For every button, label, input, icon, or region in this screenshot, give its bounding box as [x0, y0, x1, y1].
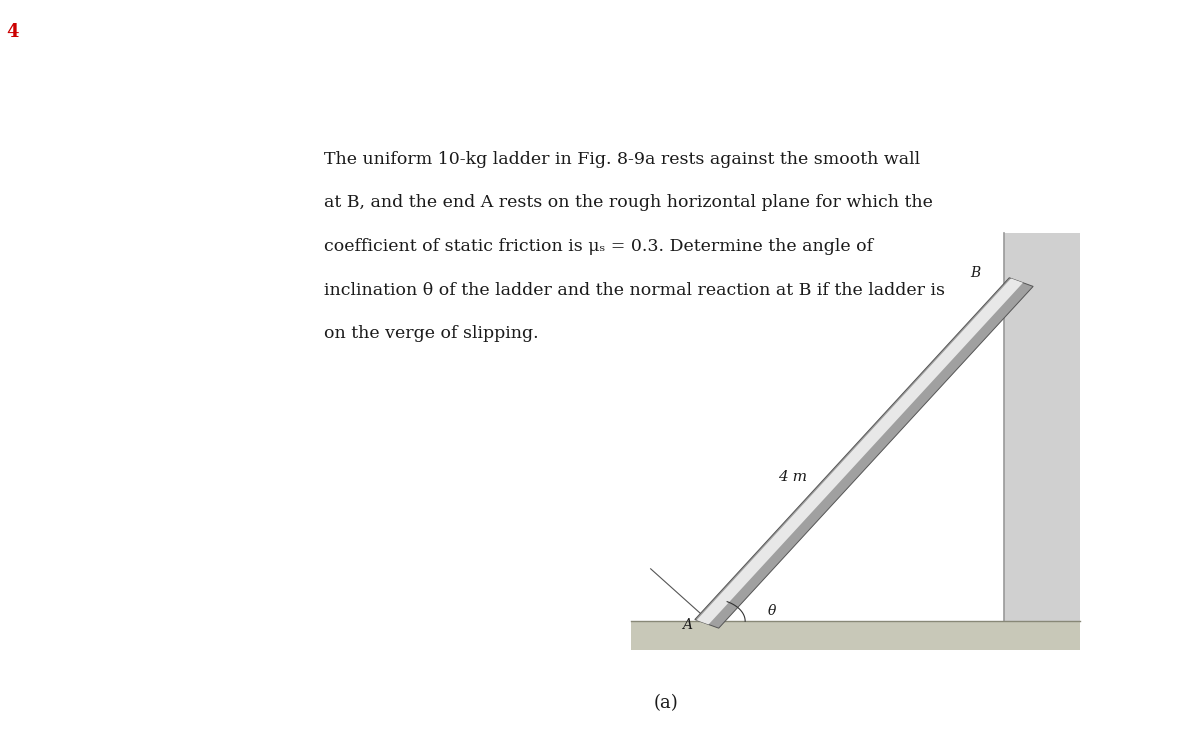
Text: coefficient of static friction is μₛ = 0.3. Determine the angle of: coefficient of static friction is μₛ = 0… [324, 238, 874, 255]
Text: θ: θ [768, 604, 776, 618]
Polygon shape [631, 621, 1080, 650]
Polygon shape [697, 279, 1022, 624]
Text: on the verge of slipping.: on the verge of slipping. [324, 325, 539, 343]
Text: at B, and the end A rests on the rough horizontal plane for which the: at B, and the end A rests on the rough h… [324, 194, 932, 212]
Text: inclination θ of the ladder and the normal reaction at B if the ladder is: inclination θ of the ladder and the norm… [324, 282, 946, 299]
Polygon shape [1004, 233, 1080, 621]
Text: (a): (a) [654, 694, 678, 712]
Text: 4: 4 [6, 23, 18, 41]
Text: 4 m: 4 m [778, 471, 808, 484]
Text: A: A [683, 618, 692, 633]
Text: B: B [971, 267, 980, 280]
Text: The uniform 10-kg ladder in Fig. 8-9a rests against the smooth wall: The uniform 10-kg ladder in Fig. 8-9a re… [324, 151, 920, 168]
Polygon shape [695, 278, 1033, 628]
